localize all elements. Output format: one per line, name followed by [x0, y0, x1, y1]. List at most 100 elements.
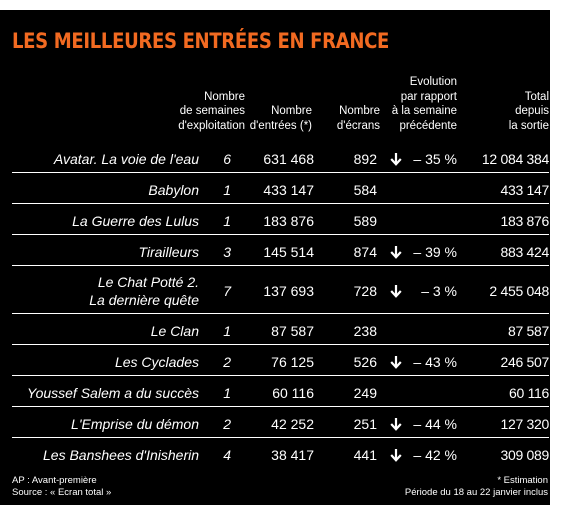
film-title: Tirailleurs: [138, 238, 199, 265]
film-title: Babylon: [148, 176, 199, 203]
header-entries-line: d'entrées (*): [249, 119, 312, 132]
header-evolution-line: par rapport: [400, 90, 457, 103]
weeks-count: 4: [223, 446, 231, 463]
table-row: Le Clan 1 87 587 238 87 587: [12, 317, 549, 345]
screens-count: 874: [353, 243, 377, 260]
screens-count: 589: [353, 212, 377, 229]
screens-count: 728: [353, 283, 377, 299]
film-title: Les Banshees d'Inisherin: [43, 441, 199, 468]
weeks-count: 3: [223, 243, 231, 260]
entries-count: 42 252: [271, 415, 314, 432]
weeks-count: 1: [223, 322, 231, 339]
total-entries: 60 116: [509, 384, 549, 401]
entries-count: 60 116: [272, 384, 314, 401]
film-title: Le Clan: [151, 317, 199, 344]
total-entries: 2 455 048: [489, 283, 549, 299]
screens-count: 249: [353, 384, 377, 401]
entries-count: 76 125: [271, 353, 314, 370]
total-entries: 246 507: [500, 353, 549, 370]
weeks-count: 2: [223, 353, 231, 370]
entries-count: 137 693: [263, 283, 314, 299]
header-evolution: Evolution par rapport à la semaine précéden…: [392, 75, 457, 133]
header-entries-line: Nombre: [271, 105, 312, 117]
footer-period: Période du 18 au 22 janvier inclus: [404, 487, 548, 498]
screens-count: 441: [353, 446, 377, 463]
evolution-value: – 43 %: [413, 353, 457, 370]
film-title: Youssef Salem a du succès: [27, 379, 199, 406]
arrow-down-icon: [390, 441, 402, 468]
total-entries: 433 147: [500, 181, 549, 198]
entries-count: 433 147: [263, 181, 314, 198]
entries-count: 145 514: [263, 243, 314, 260]
arrow-down-icon: [390, 348, 402, 375]
film-title-line: Le Clan: [150, 322, 199, 339]
weeks-count: 7: [223, 283, 231, 299]
evolution-value: – 44 %: [413, 415, 457, 432]
footer-note-ap: AP : Avant-première: [12, 475, 97, 486]
film-title: Le Chat Potté 2. La dernière quête: [89, 269, 199, 313]
header-total-line: Total: [524, 90, 549, 103]
entries-count: 87 587: [271, 322, 314, 339]
screens-count: 251: [353, 415, 377, 432]
header-weeks-line: Nombre: [204, 90, 245, 103]
film-title-line: Youssef Salem a du succès: [27, 384, 199, 401]
evolution-value: – 35 %: [413, 150, 457, 167]
header-screens-line: d'écrans: [336, 119, 380, 132]
table-row: Les Cyclades 2 76 125 526 – 43 % 246 507: [12, 348, 549, 376]
screens-count: 584: [353, 181, 377, 198]
header-evolution-line: à la semaine: [391, 105, 457, 117]
weeks-count: 6: [223, 150, 231, 167]
film-title-line: L'Emprise du démon: [71, 415, 199, 432]
header-evolution-line: précédente: [399, 119, 457, 132]
table-row: Le Chat Potté 2. La dernière quête 7 137 69…: [12, 269, 549, 314]
top-border: [0, 0, 550, 10]
evolution-value: – 3 %: [421, 283, 457, 299]
weeks-count: 1: [223, 212, 231, 229]
film-title-line: La Guerre des Lulus: [72, 212, 199, 229]
evolution-value: – 39 %: [413, 243, 457, 260]
film-title: La Guerre des Lulus: [72, 207, 199, 234]
table-row: Youssef Salem a du succès 1 60 116 249 60 11…: [12, 379, 549, 407]
film-title: Avatar. La voie de l'eau: [54, 145, 199, 172]
film-title-line: Avatar. La voie de l'eau: [53, 150, 199, 167]
header-screens: Nombre d'écrans: [337, 104, 380, 133]
total-entries: 183 876: [500, 212, 549, 229]
weeks-count: 1: [223, 384, 231, 401]
table-row: Avatar. La voie de l'eau 6 631 468 892 – 35 …: [12, 145, 549, 173]
right-border: [550, 0, 564, 505]
film-title-line: Les Banshees d'Inisherin: [43, 446, 199, 463]
arrow-down-icon: [390, 145, 402, 172]
header-total: Total depuis la sortie: [509, 90, 549, 134]
evolution-value: – 42 %: [413, 446, 457, 463]
screens-count: 892: [353, 150, 377, 167]
film-title: Les Cyclades: [115, 348, 199, 375]
total-entries: 127 320: [500, 415, 549, 432]
film-title-line: Les Cyclades: [114, 353, 199, 370]
header-weeks-line: d'exploitation: [178, 119, 245, 132]
entries-count: 183 876: [263, 212, 314, 229]
film-title-line: Tirailleurs: [138, 243, 199, 260]
total-entries: 309 089: [500, 446, 549, 463]
total-entries: 87 587: [507, 322, 549, 339]
screens-count: 238: [353, 322, 377, 339]
table-row: L'Emprise du démon 2 42 252 251 – 44 % 127 32…: [12, 410, 549, 438]
table-row: Les Banshees d'Inisherin 4 38 417 441 – 42 %…: [12, 441, 549, 468]
header-entries: Nombre d'entrées (*): [250, 104, 312, 133]
film-title-line: Le Chat Potté 2.: [97, 274, 199, 290]
header-evolution-line: Evolution: [409, 76, 457, 88]
header-weeks: Nombre de semaines d'exploitation: [178, 90, 245, 134]
header-weeks-line: de semaines: [179, 105, 245, 117]
footer-source: Source : « Ecran total »: [12, 487, 112, 498]
footer-left: AP : Avant-première Source : « Ecran tot…: [12, 475, 111, 499]
film-title-line: La dernière quête: [89, 292, 199, 308]
film-title: L'Emprise du démon: [71, 410, 199, 437]
arrow-down-icon: [390, 410, 402, 437]
table-title: LES MEILLEURES ENTRÉES EN FRANCE: [12, 29, 390, 53]
header-total-line: la sortie: [508, 119, 549, 132]
total-entries: 12 084 384: [481, 150, 549, 167]
film-title-line: Babylon: [148, 181, 199, 198]
screens-count: 526: [353, 353, 377, 370]
footer-estimation: * Estimation: [497, 475, 548, 486]
entries-count: 38 417: [271, 446, 314, 463]
table-row: La Guerre des Lulus 1 183 876 589 183 876: [12, 207, 549, 235]
